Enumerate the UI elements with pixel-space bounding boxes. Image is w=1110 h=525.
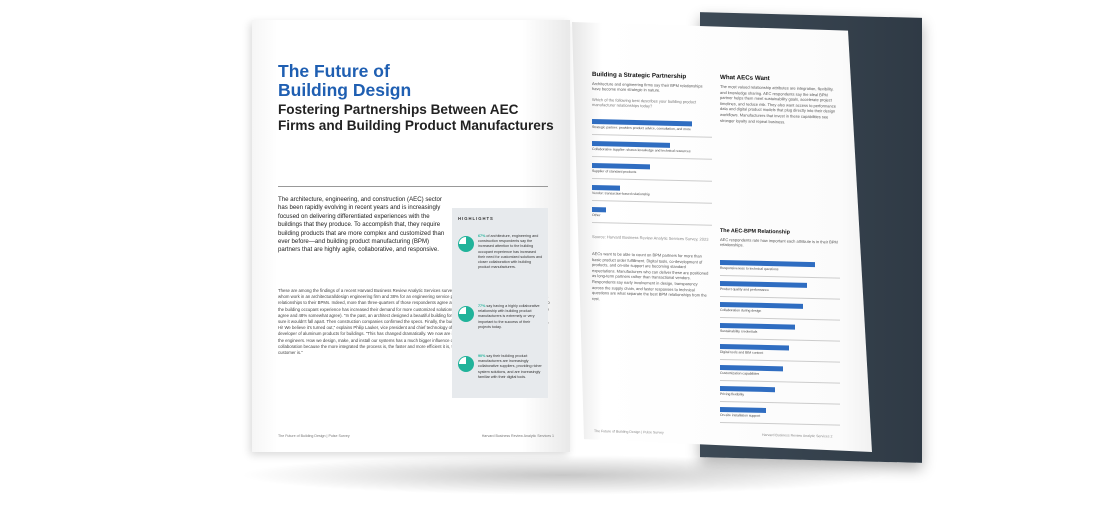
stat-label: Pricing flexibility: [720, 391, 745, 397]
stat-label: Customization capabilities: [720, 370, 760, 376]
body-paragraph: These are among the findings of a recent…: [278, 288, 550, 356]
bar-chart-attributes: Responsiveness to technical questions Pro…: [720, 259, 842, 443]
stat-bar: [592, 207, 606, 213]
stat-divider: [592, 200, 712, 204]
highlight-stat: 90%: [478, 354, 486, 358]
footer-page: Harvard Business Review Analytic Service…: [481, 434, 554, 438]
stat-label: Supplier of standard products: [592, 169, 637, 175]
section-subheading: Architecture and engineering firms say t…: [592, 81, 703, 94]
right-page: Building a Strategic Partnership Archite…: [572, 22, 872, 452]
highlight-desc: of architecture, engineering and constru…: [478, 234, 543, 270]
stat-row: Collaboration during design: [720, 301, 840, 321]
stat-divider: [592, 156, 712, 160]
stat-divider: [720, 400, 840, 405]
stat-label: Vendor: transaction-based relationship: [592, 191, 650, 197]
highlights-box: HIGHLIGHTS 67% of architecture, engineer…: [452, 208, 548, 398]
stat-row: On-site installation support: [720, 406, 840, 426]
stat-divider: [592, 178, 712, 182]
stat-row: Strategic partner: provides product advi…: [592, 119, 712, 138]
stat-label: On-site installation support: [720, 412, 761, 418]
stat-row: Sustainability credentials: [720, 322, 840, 342]
stat-divider: [720, 274, 840, 279]
highlight-desc: say having a highly collaborative relati…: [478, 304, 540, 329]
bar-chart-strategic: Strategic partner: provides product advi…: [592, 119, 712, 232]
stat-label: Other: [592, 213, 601, 218]
stat-label: Digital tools and BIM content: [720, 349, 764, 355]
highlight-item: 77% say having a highly collaborative re…: [458, 304, 546, 354]
chart-source: Source: Harvard Business Review Analytic…: [592, 234, 709, 242]
stat-bar: [592, 185, 620, 191]
highlight-item: 67% of architecture, engineering and con…: [458, 234, 546, 284]
stat-label: Strategic partner: provides product advi…: [592, 125, 691, 132]
intro-paragraph: The architecture, engineering, and const…: [278, 196, 445, 254]
stat-row: Digital tools and BIM content: [720, 343, 840, 363]
stat-divider: [720, 421, 840, 426]
stat-row: Product quality and performance: [720, 280, 840, 300]
footer-title: The Future of Building Design | Pulse Su…: [278, 434, 350, 438]
left-page: The Future of Building Design Fostering …: [252, 20, 570, 452]
divider: [278, 186, 548, 187]
stat-label: Sustainability credentials: [720, 328, 758, 334]
stat-divider: [592, 222, 712, 226]
pie-chart-icon: [458, 356, 474, 372]
right-page-content: Building a Strategic Partnership Archite…: [572, 22, 872, 452]
stat-row: Supplier of standard products: [592, 163, 712, 182]
highlight-text: 67% of architecture, engineering and con…: [478, 234, 544, 270]
stat-divider: [720, 295, 840, 300]
document-title: The Future of Building Design: [278, 61, 412, 100]
highlight-text: 77% say having a highly collaborative re…: [478, 304, 544, 330]
stat-row: Other: [592, 207, 712, 226]
body-paragraph: AECs want to be able to count on BPM par…: [592, 251, 709, 301]
highlights-heading: HIGHLIGHTS: [458, 216, 494, 221]
body-paragraph: The most valued relationship attributes …: [720, 83, 836, 125]
highlight-desc: say their building product manufacturers…: [478, 354, 542, 379]
stat-label: Collaboration during design: [720, 307, 762, 313]
highlight-item: 90% say their building product manufactu…: [458, 354, 546, 404]
section-heading: Building a Strategic Partnership: [592, 71, 687, 81]
stat-divider: [720, 337, 840, 342]
drop-shadow: [238, 455, 888, 495]
document-subtitle: Fostering Partnerships Between AEC Firms…: [278, 102, 554, 133]
stat-row: Pricing flexibility: [720, 385, 840, 405]
stat-divider: [720, 316, 840, 321]
highlight-text: 90% say their building product manufactu…: [478, 354, 544, 380]
pie-chart-icon: [458, 306, 474, 322]
pie-chart-icon: [458, 236, 474, 252]
stat-bar: [720, 406, 766, 413]
stat-label: Collaborative supplier: shares knowledge…: [592, 147, 691, 154]
stat-divider: [720, 358, 840, 363]
stat-label: Responsiveness to technical questions: [720, 265, 779, 272]
stat-row: Responsiveness to technical questions: [720, 259, 840, 279]
stat-divider: [592, 134, 712, 138]
survey-question: Which of the following best describes yo…: [592, 97, 697, 109]
highlight-stat: 67%: [478, 234, 486, 238]
section-heading: What AECs Want: [720, 73, 770, 83]
stat-row: Customization capabilities: [720, 364, 840, 384]
stat-row: Vendor: transaction-based relationship: [592, 185, 712, 204]
stat-row: Collaborative supplier: shares knowledge…: [592, 141, 712, 160]
stat-label: Product quality and performance: [720, 286, 770, 293]
section-subheading: AEC respondents rate how important each …: [720, 236, 838, 248]
highlight-stat: 77%: [478, 304, 486, 308]
section-heading: The AEC-BPM Relationship: [720, 227, 790, 236]
stat-divider: [720, 379, 840, 384]
footer-title: The Future of Building Design | Pulse Su…: [594, 429, 664, 435]
